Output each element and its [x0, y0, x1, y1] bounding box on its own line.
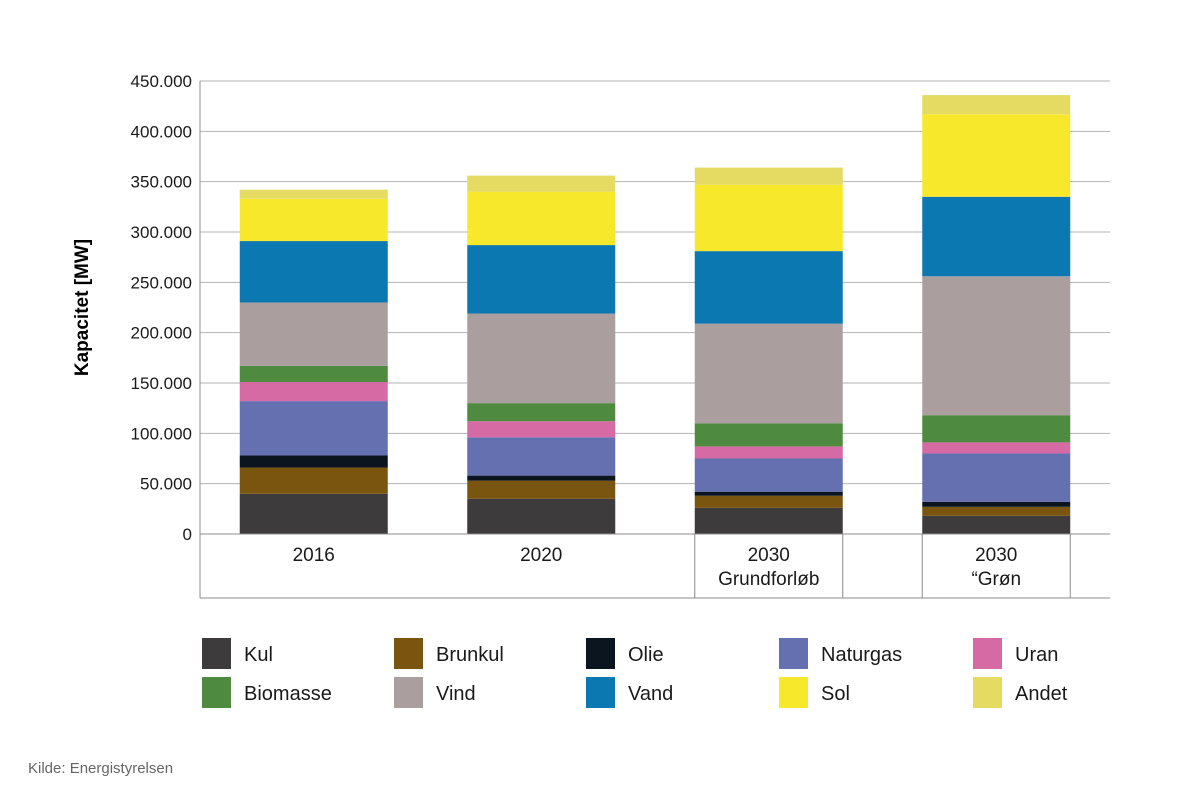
bar-segment-vand — [239, 241, 388, 303]
bar-segment-olie — [239, 455, 388, 468]
x-category-label: 2030 — [975, 545, 1017, 566]
bar-segment-olie — [922, 501, 1071, 507]
bar-segment-biomasse — [694, 423, 843, 447]
legend-label-vand: Vand — [628, 683, 673, 705]
bar-segment-andet — [694, 167, 843, 185]
y-tick-label: 300.000 — [131, 223, 192, 242]
y-tick-label: 100.000 — [131, 424, 192, 443]
legend-label-kul: Kul — [244, 644, 273, 666]
y-tick-label: 400.000 — [131, 122, 192, 141]
legend-swatch-vand — [586, 677, 615, 708]
bar-segment-biomasse — [467, 403, 616, 422]
bar-segment-naturgas — [694, 458, 843, 492]
bar-segment-uran — [694, 446, 843, 459]
legend-swatch-andet — [973, 677, 1002, 708]
bar-segment-vind — [467, 313, 616, 404]
bar-segment-vand — [922, 196, 1071, 277]
source-note: Kilde: Energistyrelsen — [28, 760, 174, 777]
legend-swatch-biomasse — [202, 677, 231, 708]
y-tick-label: 200.000 — [131, 324, 192, 343]
legend-label-olie: Olie — [628, 644, 664, 666]
y-tick-label: 150.000 — [131, 374, 192, 393]
legend-label-biomasse: Biomasse — [244, 683, 332, 705]
legend-label-brunkul: Brunkul — [436, 644, 504, 666]
legend-swatch-uran — [973, 638, 1002, 669]
bar-segment-uran — [239, 381, 388, 402]
bar-segment-naturgas — [922, 453, 1071, 502]
bar-segment-kul — [467, 498, 616, 534]
y-tick-label: 0 — [183, 525, 192, 544]
bar-segment-sol — [467, 191, 616, 246]
y-tick-label: 350.000 — [131, 173, 192, 192]
x-category-label: 2016 — [293, 545, 335, 566]
bar-segment-sol — [239, 198, 388, 242]
legend-swatch-sol — [779, 677, 808, 708]
legend-swatch-kul — [202, 638, 231, 669]
y-axis-title: Kapacitet [MW] — [72, 239, 93, 376]
legend-swatch-naturgas — [779, 638, 808, 669]
bar-segment-vand — [694, 251, 843, 324]
bar-segment-olie — [467, 475, 616, 481]
bar-segment-naturgas — [239, 401, 388, 456]
bar-segment-vind — [922, 276, 1071, 416]
y-tick-label: 250.000 — [131, 273, 192, 292]
x-category-label: 2030 — [748, 545, 790, 566]
bar-segment-andet — [467, 175, 616, 192]
bar-segment-uran — [467, 421, 616, 438]
y-tick-label: 450.000 — [131, 72, 192, 91]
bar-segment-brunkul — [467, 480, 616, 499]
bar-segment-kul — [922, 515, 1071, 534]
bar-segment-vind — [694, 323, 843, 424]
legend-swatch-brunkul — [394, 638, 423, 669]
legend-swatch-vind — [394, 677, 423, 708]
bar-segment-kul — [694, 507, 843, 534]
bar-segment-sol — [694, 184, 843, 252]
bar-segment-vind — [239, 302, 388, 366]
bar-segment-uran — [922, 442, 1071, 454]
bar-segment-brunkul — [694, 495, 843, 508]
bar-segment-brunkul — [922, 506, 1071, 516]
bar-segment-biomasse — [922, 415, 1071, 443]
bar-segment-kul — [239, 493, 388, 534]
x-category-label: 2020 — [520, 545, 562, 566]
bar-segment-andet — [239, 189, 388, 199]
legend-label-naturgas: Naturgas — [821, 644, 902, 666]
x-category-label: Grundforløb — [718, 569, 819, 590]
legend-label-andet: Andet — [1015, 683, 1068, 705]
bar-segment-vand — [467, 245, 616, 314]
bar-segment-olie — [694, 491, 843, 496]
legend-swatch-olie — [586, 638, 615, 669]
legend-label-sol: Sol — [821, 683, 850, 705]
bar-segment-brunkul — [239, 467, 388, 494]
bar-segment-andet — [922, 95, 1071, 115]
legend-label-vind: Vind — [436, 683, 476, 705]
bar-segment-biomasse — [239, 365, 388, 382]
bar-segment-naturgas — [467, 437, 616, 476]
bar-segment-sol — [922, 114, 1071, 197]
x-category-label: “Grøn — [971, 569, 1021, 590]
legend-label-uran: Uran — [1015, 644, 1058, 666]
y-tick-label: 50.000 — [140, 475, 192, 494]
